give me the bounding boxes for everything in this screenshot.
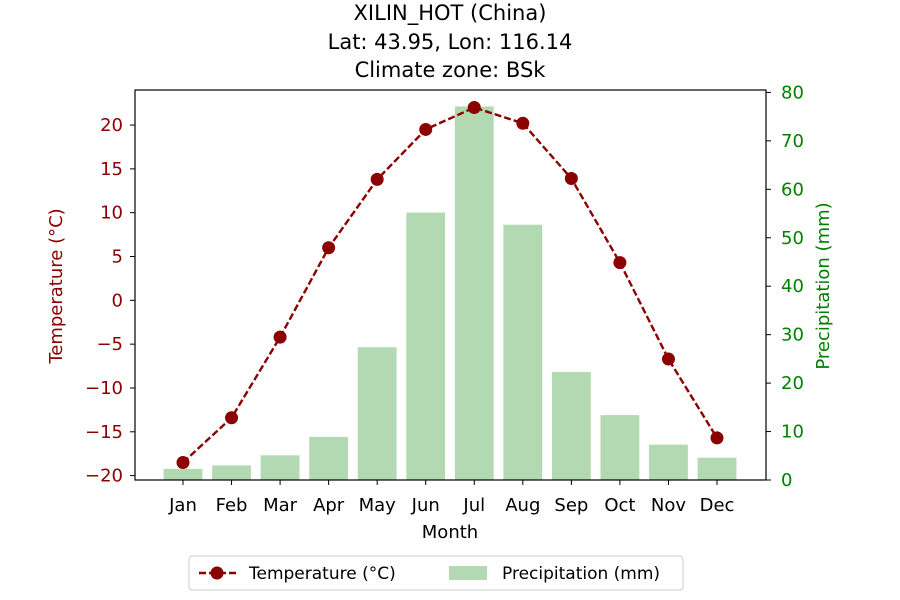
right-tick-label-5: 50 (781, 228, 804, 249)
left-axis-label: Temperature (°C) (46, 208, 67, 364)
legend: Temperature (°C) Precipitation (mm) (188, 555, 684, 591)
precipitation-bar-may (357, 347, 397, 480)
right-tick-label-2: 20 (781, 373, 804, 394)
right-tick-label-7: 70 (781, 131, 804, 152)
left-tick-label-7: 15 (100, 159, 123, 180)
chart-title-line-3: Climate zone: BSk (355, 58, 547, 82)
precipitation-bar-dec (697, 457, 737, 480)
plot-frame (134, 89, 767, 481)
precipitation-bar-feb (212, 465, 251, 480)
temperature-line (182, 106, 719, 464)
temperature-point-jan (176, 455, 190, 469)
precipitation-bar-jul (454, 106, 494, 480)
chart-title-line-1: XILIN_HOT (China) (354, 1, 547, 26)
precipitation-bar-mar (260, 455, 300, 480)
left-tick-label-2: −10 (85, 378, 123, 399)
x-tick-label-aug: Aug (505, 495, 540, 516)
precipitation-bar-nov (649, 444, 688, 480)
left-tick-label-3: −5 (96, 334, 123, 355)
right-tick-label-1: 10 (781, 422, 804, 443)
precipitation-bar-oct (600, 415, 640, 480)
temperature-point-sep (564, 172, 578, 186)
x-axis-label: Month (422, 522, 478, 543)
legend-precipitation-label: Precipitation (mm) (502, 564, 660, 584)
x-axis-ticks: Jan Feb Mar Apr May Jun Jul Aug Sep Oct Nov Dec (168, 480, 734, 516)
left-axis-ticks: −20 −15 −10 −5 0 5 10 15 20 (85, 115, 135, 487)
right-tick-label-4: 40 (781, 276, 804, 297)
x-tick-label-nov: Nov (651, 495, 686, 516)
temperature-point-nov (661, 352, 675, 366)
temperature-point-mar (273, 330, 287, 344)
precipitation-bar-apr (309, 436, 349, 480)
temperature-point-jul (467, 101, 481, 115)
x-tick-label-feb: Feb (216, 495, 248, 516)
left-tick-label-8: 20 (100, 115, 123, 136)
temperature-point-may (370, 172, 384, 186)
legend-temperature-swatch-marker (210, 566, 224, 580)
x-tick-label-jul: Jul (462, 495, 485, 516)
right-axis-ticks: 0 10 20 30 40 50 60 70 80 (766, 82, 804, 491)
left-tick-label-4: 0 (112, 290, 123, 311)
temperature-series (176, 101, 724, 469)
right-tick-label-6: 60 (781, 179, 804, 200)
temperature-point-dec (710, 431, 724, 445)
x-tick-label-dec: Dec (700, 495, 735, 516)
x-tick-label-jun: Jun (411, 495, 440, 516)
left-tick-label-1: −15 (85, 422, 123, 443)
legend-temperature-label: Temperature (°C) (248, 564, 396, 584)
precipitation-bar-aug (503, 224, 543, 480)
x-tick-label-sep: Sep (554, 495, 588, 516)
chart-title-line-2: Lat: 43.95, Lon: 116.14 (328, 30, 573, 54)
right-tick-label-8: 80 (781, 82, 804, 103)
x-tick-label-jan: Jan (168, 495, 197, 516)
precipitation-bars (163, 106, 737, 481)
x-tick-label-may: May (359, 495, 397, 516)
x-tick-label-mar: Mar (263, 495, 298, 516)
left-tick-label-6: 10 (100, 203, 123, 224)
temperature-point-aug (516, 116, 530, 130)
precipitation-bar-jun (406, 212, 446, 481)
right-tick-label-3: 30 (781, 325, 804, 346)
left-tick-label-5: 5 (112, 247, 123, 268)
temperature-point-jun (419, 122, 433, 136)
x-tick-label-oct: Oct (604, 495, 635, 516)
precipitation-bar-sep (551, 371, 591, 480)
legend-frame (188, 555, 684, 591)
left-tick-label-0: −20 (85, 466, 123, 487)
temperature-point-oct (613, 256, 627, 270)
temperature-point-feb (225, 411, 239, 425)
precipitation-bar-jan (163, 468, 203, 480)
right-axis-label: Precipitation (mm) (813, 202, 834, 369)
right-tick-label-0: 0 (781, 470, 792, 491)
x-tick-label-apr: Apr (313, 495, 345, 516)
legend-precipitation-swatch (449, 566, 487, 580)
temperature-point-apr (322, 241, 336, 255)
